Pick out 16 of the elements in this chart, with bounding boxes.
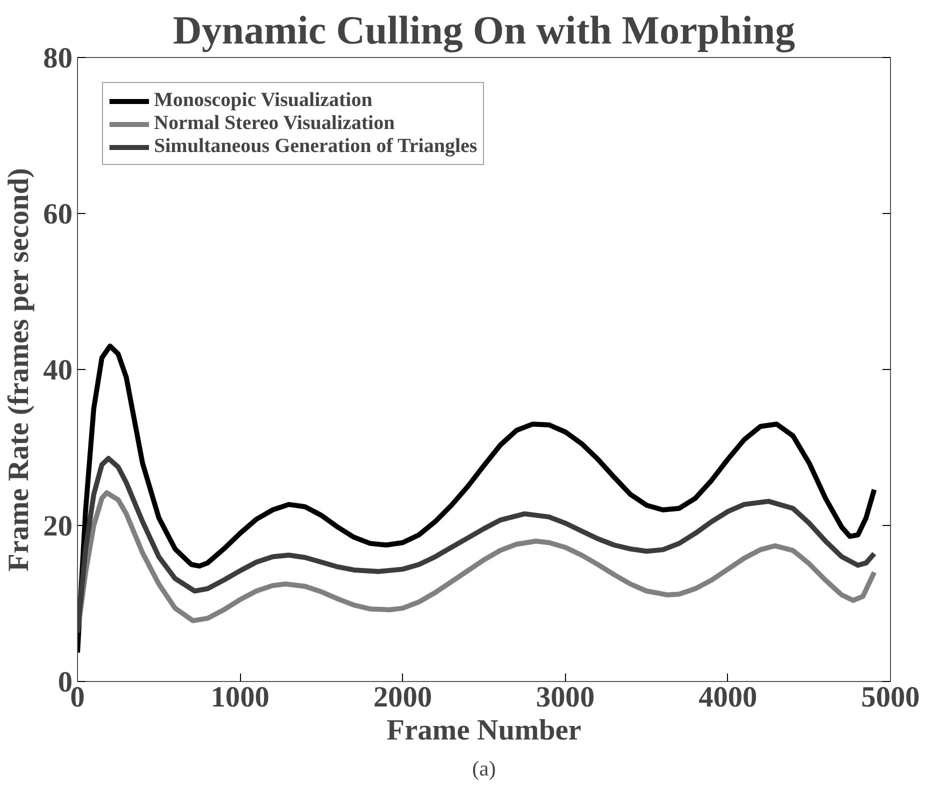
legend-label: Monoscopic Visualization [154, 89, 372, 112]
y-tick-label: 40 [43, 354, 72, 386]
text: (a) [472, 756, 496, 780]
x-tick-label: 4000 [698, 682, 758, 714]
y-tick-label: 60 [43, 198, 72, 230]
x-tick-label: 5000 [861, 682, 920, 714]
legend-label: Normal Stereo Visualization [154, 112, 395, 135]
x-tick-label: 3000 [536, 682, 595, 714]
chart-title: Dynamic Culling On with Morphing [172, 8, 796, 52]
y-tick-label: 20 [43, 510, 72, 542]
x-tick-label: 2000 [373, 682, 432, 714]
y-tick-label: 80 [43, 42, 72, 74]
legend-label: Simultaneous Generation of Triangles [154, 135, 478, 158]
y-axis-title: Frame Rate (frames per second) [3, 168, 36, 572]
x-axis-title: Frame Number [386, 714, 582, 746]
x-tick-label: 1000 [210, 682, 270, 714]
